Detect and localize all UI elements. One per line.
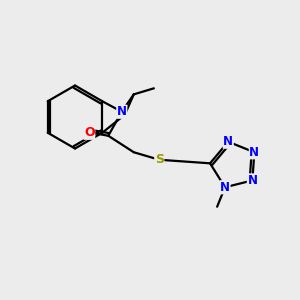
Text: N: N — [220, 181, 230, 194]
Text: N: N — [248, 174, 257, 187]
Text: N: N — [249, 146, 260, 159]
Text: N: N — [223, 135, 233, 148]
Text: N: N — [117, 105, 127, 118]
Text: S: S — [155, 153, 164, 166]
Text: O: O — [84, 126, 95, 139]
